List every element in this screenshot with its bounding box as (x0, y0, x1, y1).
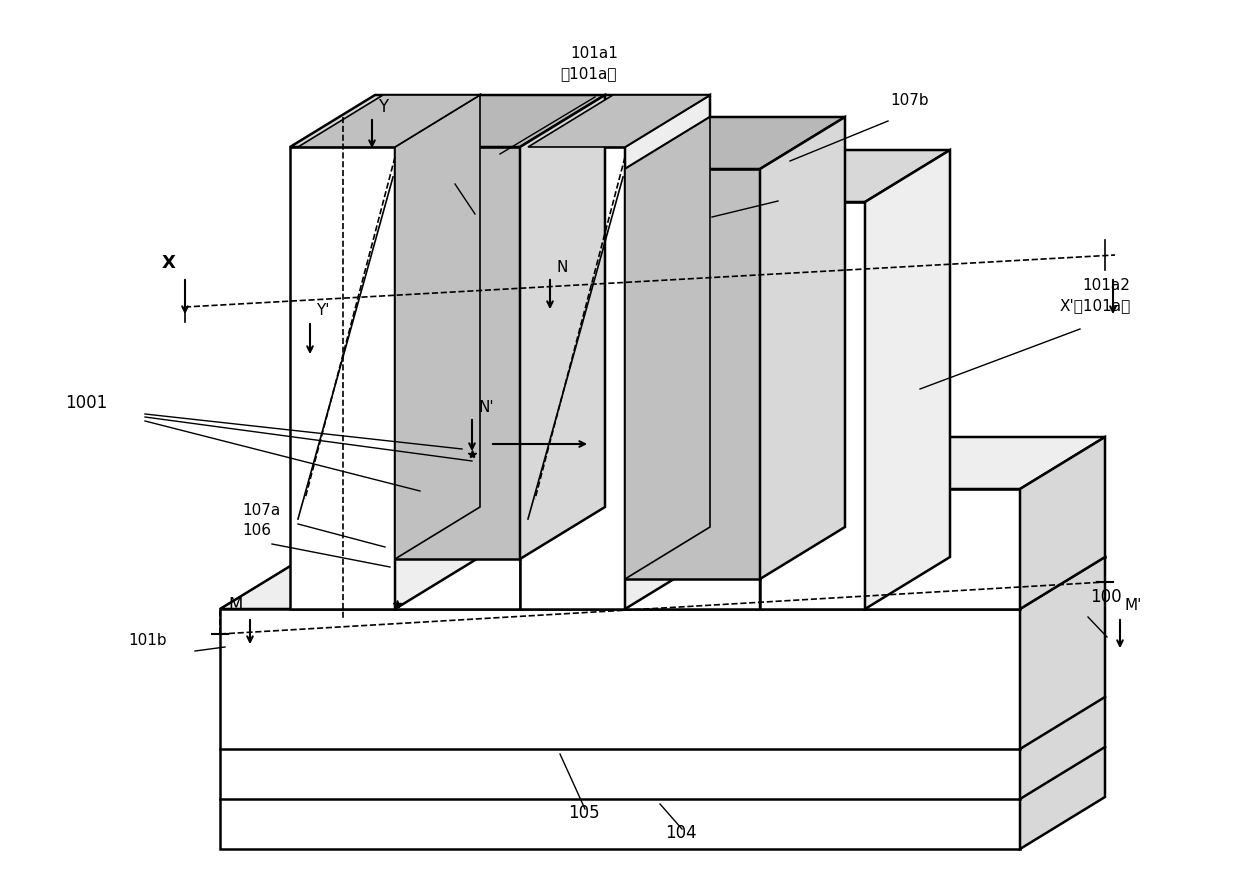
Text: N': N' (477, 400, 494, 415)
Text: 110: 110 (770, 171, 802, 189)
Polygon shape (396, 96, 480, 610)
Polygon shape (520, 96, 605, 560)
Text: Y': Y' (316, 303, 330, 317)
Text: 100: 100 (1090, 588, 1122, 605)
Polygon shape (866, 489, 1021, 610)
Text: 1001: 1001 (64, 394, 107, 411)
Polygon shape (625, 96, 711, 610)
Text: Y: Y (378, 98, 388, 116)
Polygon shape (298, 96, 480, 148)
Polygon shape (290, 148, 396, 610)
Polygon shape (760, 118, 844, 580)
Polygon shape (396, 438, 605, 489)
Text: 101b: 101b (128, 632, 166, 647)
Polygon shape (866, 438, 1105, 489)
Polygon shape (625, 170, 760, 580)
Text: X'（101a）: X'（101a） (1060, 297, 1131, 312)
Text: 107a: 107a (242, 503, 280, 517)
Polygon shape (396, 96, 605, 148)
Polygon shape (625, 118, 844, 170)
Text: （101a）: （101a） (560, 66, 616, 81)
Text: 110: 110 (445, 153, 476, 172)
Text: 107b: 107b (890, 93, 929, 108)
Polygon shape (625, 438, 844, 489)
Text: M': M' (1125, 597, 1142, 612)
Text: 106: 106 (242, 523, 272, 538)
Text: 105: 105 (568, 803, 600, 821)
Polygon shape (625, 118, 711, 580)
Polygon shape (760, 438, 844, 610)
Polygon shape (219, 610, 1021, 849)
Polygon shape (396, 489, 520, 610)
Polygon shape (528, 96, 711, 148)
Text: X: X (162, 253, 176, 272)
Polygon shape (760, 203, 866, 610)
Text: M: M (228, 595, 242, 613)
Polygon shape (1021, 558, 1105, 849)
Text: 101a2: 101a2 (1083, 278, 1130, 293)
Polygon shape (396, 148, 520, 560)
Text: 101a1: 101a1 (570, 46, 618, 61)
Polygon shape (1021, 438, 1105, 610)
Text: 104: 104 (665, 823, 697, 841)
Polygon shape (760, 151, 950, 203)
Polygon shape (396, 96, 480, 560)
Polygon shape (520, 96, 711, 148)
Text: N: N (556, 260, 568, 275)
Polygon shape (866, 151, 950, 610)
Polygon shape (290, 96, 480, 148)
Polygon shape (520, 148, 625, 610)
Polygon shape (625, 489, 760, 610)
Polygon shape (219, 558, 1105, 610)
